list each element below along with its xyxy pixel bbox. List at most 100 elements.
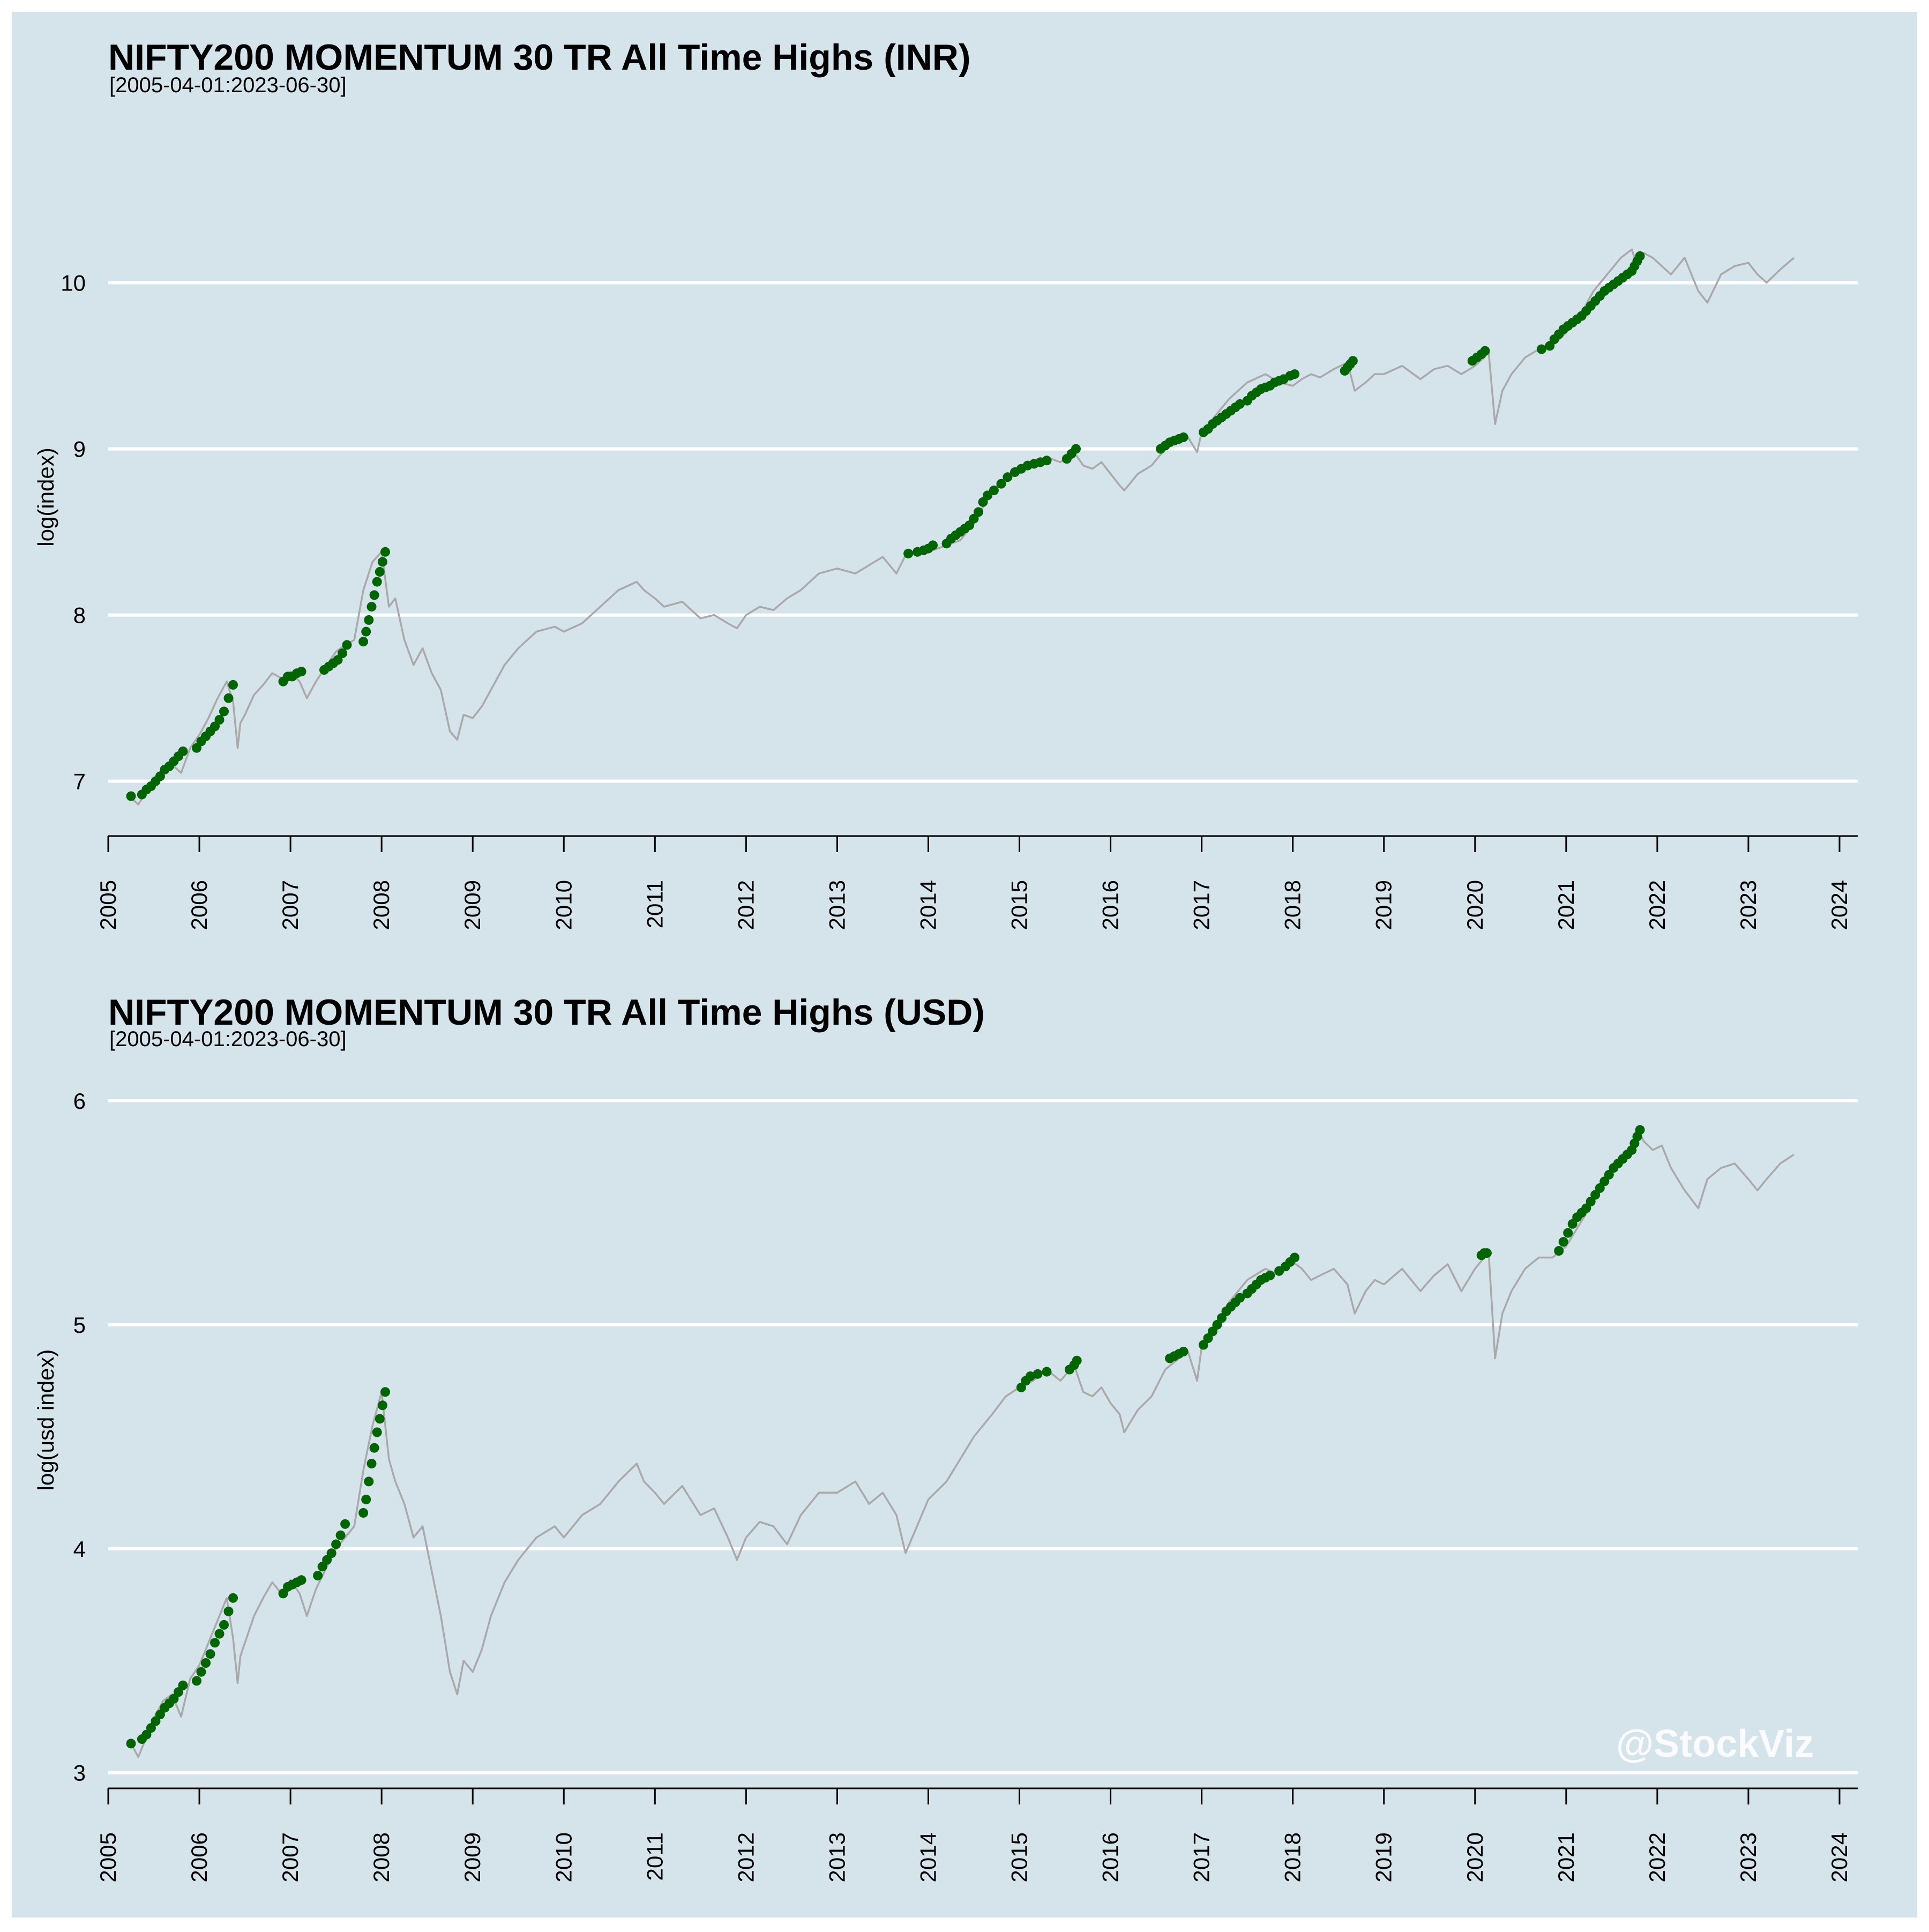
- x-tick-label: 2013: [824, 1832, 849, 1882]
- y-tick-label: 4: [73, 1536, 86, 1562]
- ath-point: [340, 1519, 350, 1529]
- ath-point: [1590, 1190, 1601, 1200]
- ath-point: [1003, 472, 1013, 482]
- ath-point: [214, 715, 225, 725]
- ath-point: [369, 590, 379, 600]
- ath-point: [1558, 1237, 1568, 1247]
- ath-point: [1482, 1248, 1492, 1258]
- ath-point: [358, 1508, 369, 1518]
- ath-point: [1348, 356, 1358, 366]
- ath-point: [178, 746, 188, 756]
- ath-point: [296, 1575, 306, 1585]
- chart-subtitle: [2005-04-01:2023-06-30]: [109, 1027, 347, 1051]
- ath-point: [178, 1680, 188, 1690]
- x-tick-label: 2010: [551, 880, 576, 930]
- y-tick-label: 10: [61, 271, 86, 296]
- ath-point: [1581, 1203, 1591, 1213]
- ath-point: [1635, 251, 1645, 261]
- y-axis-label: log(usd index): [33, 1349, 58, 1491]
- ath-point: [155, 1710, 165, 1720]
- chart-panel-inr: NIFTY200 MOMENTUM 30 TR All Time Highs (…: [33, 37, 1858, 930]
- ath-point: [364, 1476, 374, 1487]
- x-tick-label: 2019: [1371, 880, 1396, 930]
- y-tick-label: 7: [73, 769, 86, 794]
- x-tick-label: 2012: [733, 1832, 758, 1882]
- x-tick-label: 2017: [1189, 880, 1214, 930]
- ath-point: [1604, 1169, 1614, 1180]
- ath-point: [126, 791, 136, 801]
- x-tick-label: 2023: [1736, 1832, 1761, 1882]
- ath-point: [1235, 399, 1245, 409]
- ath-point: [205, 1649, 215, 1659]
- x-tick-label: 2018: [1280, 1832, 1305, 1882]
- ath-point: [372, 577, 382, 587]
- x-tick-label: 2024: [1827, 1832, 1852, 1882]
- x-tick-label: 2009: [460, 880, 485, 930]
- x-tick-label: 2008: [369, 1832, 394, 1882]
- ath-point: [1480, 346, 1490, 356]
- ath-point: [377, 1400, 387, 1411]
- x-tick-label: 2022: [1644, 880, 1670, 930]
- y-tick-label: 5: [73, 1312, 86, 1338]
- ath-point: [1536, 344, 1546, 354]
- ath-point: [146, 1723, 156, 1733]
- ath-point: [358, 637, 369, 647]
- ath-point: [1554, 1246, 1564, 1256]
- x-tick-label: 2006: [186, 1832, 212, 1882]
- x-tick-label: 2007: [278, 1832, 303, 1882]
- ath-point: [1235, 1293, 1245, 1303]
- chart-panel-usd: NIFTY200 MOMENTUM 30 TR All Time Highs (…: [33, 992, 1858, 1882]
- ath-point: [1033, 1369, 1043, 1379]
- ath-point: [380, 547, 390, 557]
- ath-point: [1071, 444, 1081, 454]
- ath-point: [126, 1739, 136, 1749]
- ath-point: [1290, 1252, 1300, 1263]
- x-tick-label: 2018: [1280, 880, 1305, 930]
- ath-point: [367, 602, 377, 612]
- y-axis-label: log(index): [33, 447, 58, 546]
- ath-point: [219, 706, 229, 717]
- ath-point: [228, 680, 238, 690]
- ath-point: [196, 1667, 206, 1677]
- x-tick-label: 2021: [1553, 1832, 1579, 1882]
- x-tick-label: 2006: [186, 880, 212, 930]
- chart-subtitle: [2005-04-01:2023-06-30]: [109, 73, 347, 97]
- ath-point: [326, 1548, 337, 1558]
- ath-point: [375, 567, 385, 577]
- ath-point: [335, 1530, 346, 1540]
- ath-point: [296, 667, 306, 677]
- x-tick-label: 2020: [1462, 1832, 1487, 1882]
- x-tick-label: 2007: [278, 880, 303, 930]
- x-tick-label: 2016: [1098, 1832, 1123, 1882]
- ath-point: [342, 640, 352, 650]
- ath-point: [996, 479, 1006, 489]
- y-tick-label: 6: [73, 1088, 86, 1114]
- x-tick-label: 2023: [1736, 880, 1761, 930]
- x-tick-label: 2005: [95, 1832, 121, 1882]
- ath-point: [214, 1629, 225, 1639]
- x-tick-label: 2017: [1189, 1832, 1214, 1882]
- x-tick-label: 2015: [1007, 1832, 1032, 1882]
- ath-point: [380, 1387, 390, 1397]
- ath-point: [1265, 1270, 1275, 1280]
- ath-point: [1203, 1333, 1213, 1343]
- ath-point: [372, 1427, 382, 1437]
- ath-point: [1025, 1371, 1035, 1381]
- chart-title: NIFTY200 MOMENTUM 30 TR All Time Highs (…: [108, 992, 985, 1033]
- y-tick-label: 3: [73, 1761, 86, 1786]
- x-tick-label: 2021: [1553, 880, 1579, 930]
- x-tick-label: 2016: [1098, 880, 1123, 930]
- ath-point: [1635, 1125, 1645, 1135]
- x-tick-label: 2005: [95, 880, 121, 930]
- y-tick-label: 9: [73, 437, 86, 462]
- x-tick-label: 2012: [733, 880, 758, 930]
- ath-point: [223, 693, 234, 703]
- ath-point: [928, 540, 938, 550]
- watermark: @StockViz: [1616, 1722, 1814, 1765]
- x-tick-label: 2024: [1827, 880, 1852, 930]
- x-tick-label: 2022: [1644, 1832, 1670, 1882]
- ath-point: [210, 1638, 220, 1648]
- ath-point: [974, 507, 983, 517]
- x-tick-label: 2011: [642, 880, 667, 928]
